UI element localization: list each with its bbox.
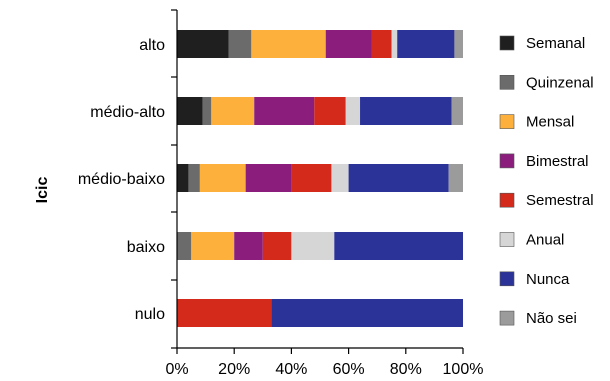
bar-segment-mensal-baixo: [191, 232, 235, 260]
bar-segment-quinzenal-alto: [228, 30, 252, 58]
legend-label: Bimestral: [526, 153, 589, 170]
bar-segment-semanal-alto: [177, 30, 229, 58]
legend-swatch-n-o-sei: [499, 310, 515, 326]
legend-label: Semanal: [526, 35, 585, 52]
bars-layer: [177, 30, 463, 327]
legend-swatch-nunca: [499, 271, 515, 287]
bar-segment-quinzenal-m-dio-baixo: [188, 164, 200, 192]
bar-segment-anual-m-dio-baixo: [331, 164, 349, 192]
bar-segment-semestral-nulo: [177, 299, 272, 327]
legend: Semanal Quinzenal Mensal Bimestral Semestral…: [499, 35, 594, 327]
y-tick-label: médio-alto: [90, 104, 165, 121]
bar-segment-nunca-baixo: [334, 232, 463, 260]
bar-segment-mensal-m-dio-baixo: [199, 164, 246, 192]
bar-segment-nunca-alto: [397, 30, 455, 58]
legend-label: Anual: [526, 232, 564, 249]
bar-segment-anual-m-dio-alto: [345, 97, 361, 125]
x-tick-label: 20%: [218, 361, 250, 378]
legend-label: Não sei: [526, 310, 577, 327]
bar-segment-semanal-m-dio-alto: [177, 97, 203, 125]
legend-swatch-semestral: [499, 192, 515, 208]
bar-segment-n-o-sei-m-dio-alto: [451, 97, 463, 125]
x-tick-label: 40%: [275, 361, 307, 378]
bar-segment-n-o-sei-m-dio-baixo: [448, 164, 463, 192]
y-tick-label: nulo: [135, 306, 165, 323]
legend-swatch-bimestral: [499, 153, 515, 169]
bar-segment-semanal-m-dio-baixo: [177, 164, 189, 192]
legend-swatch-anual: [499, 232, 515, 247]
bar-segment-nunca-m-dio-baixo: [348, 164, 449, 192]
bar-segment-semestral-baixo: [262, 232, 292, 260]
y-tick-label: alto: [139, 37, 165, 54]
bar-segment-anual-baixo: [291, 232, 335, 260]
legend-swatch-mensal: [499, 114, 515, 129]
legend-label: Nunca: [526, 271, 570, 288]
legend-label: Quinzenal: [526, 74, 594, 91]
bar-segment-semestral-m-dio-baixo: [291, 164, 332, 192]
bar-segment-bimestral-baixo: [234, 232, 263, 260]
x-tick-label: 60%: [333, 361, 365, 378]
bar-segment-nunca-m-dio-alto: [360, 97, 452, 125]
axes-layer: alto médio-alto médio-baixo baixo nulo 0% 20% 4…: [78, 9, 484, 378]
x-tick-label: 100%: [443, 361, 484, 378]
bar-segment-n-o-sei-alto: [454, 30, 463, 58]
y-tick-label: baixo: [127, 239, 165, 256]
bar-segment-mensal-m-dio-alto: [211, 97, 255, 125]
bar-segment-bimestral-alto: [325, 30, 372, 58]
bar-segment-nunca-nulo: [271, 299, 463, 327]
bar-segment-bimestral-m-dio-alto: [254, 97, 315, 125]
x-tick-label: 0%: [165, 361, 188, 378]
legend-label: Semestral: [526, 192, 594, 209]
legend-label: Mensal: [526, 114, 574, 131]
x-tick-label: 80%: [390, 361, 422, 378]
legend-swatch-semanal: [499, 35, 515, 51]
bar-segment-quinzenal-m-dio-alto: [202, 97, 212, 125]
y-axis-label: Icic: [34, 177, 51, 204]
bar-segment-mensal-alto: [251, 30, 326, 58]
bar-segment-bimestral-m-dio-baixo: [245, 164, 292, 192]
bar-segment-semestral-m-dio-alto: [314, 97, 346, 125]
bar-segment-anual-alto: [391, 30, 398, 58]
bar-segment-semestral-alto: [371, 30, 392, 58]
y-tick-label: médio-baixo: [78, 171, 165, 188]
bar-segment-quinzenal-baixo: [177, 232, 192, 260]
legend-swatch-quinzenal: [499, 75, 515, 90]
